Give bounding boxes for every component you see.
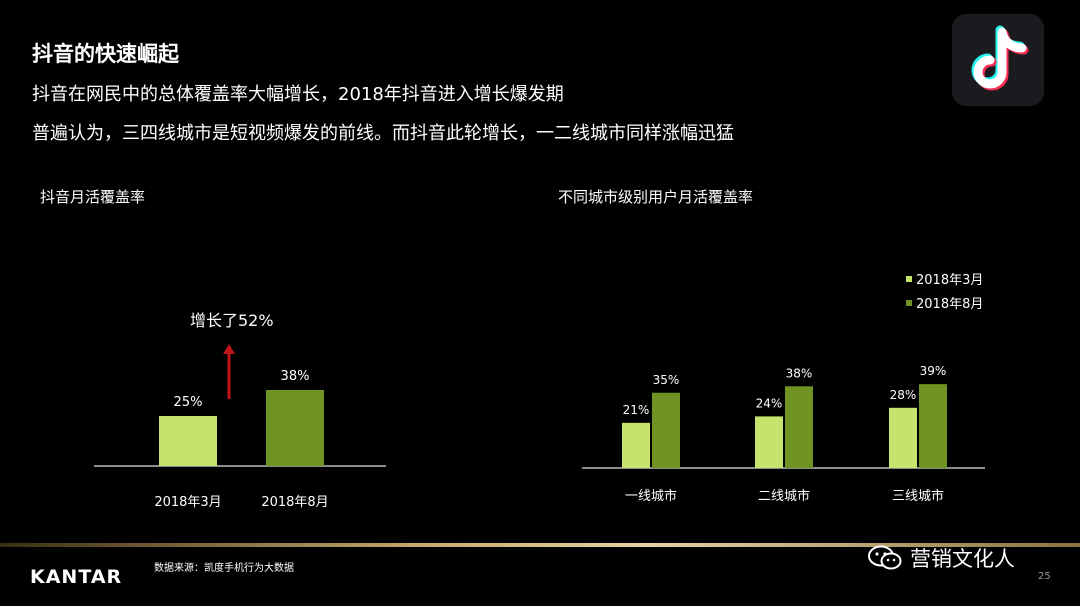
chart1-x-tick-2: 2018年8月 xyxy=(261,495,328,510)
chart2-legend-label-2: 2018年8月 xyxy=(916,297,983,312)
chart2-bar-s2-2 xyxy=(785,386,813,468)
kantar-logo: KANTAR xyxy=(30,566,123,588)
chart1-title: 抖音月活覆盖率 xyxy=(40,188,146,206)
page-title: 抖音的快速崛起 xyxy=(32,42,179,66)
footer-divider xyxy=(0,543,1080,547)
chart2-legend-label-1: 2018年3月 xyxy=(916,273,983,288)
subtitle-line-1: 抖音在网民中的总体覆盖率大幅增长，2018年抖音进入增长爆发期 xyxy=(32,84,564,105)
tiktok-note-icon xyxy=(971,25,1029,91)
chart2-bar-s2-3 xyxy=(919,384,947,468)
chart2-bar-s1-3 xyxy=(889,407,917,468)
page-number: 25 xyxy=(1038,571,1051,582)
chart1-bar-1 xyxy=(159,416,217,466)
chart2-legend-swatch-2 xyxy=(906,300,912,306)
chart2-title: 不同城市级别用户月活覆盖率 xyxy=(558,188,754,206)
chart2-x-tick-3: 三线城市 xyxy=(892,488,944,504)
wechat-icon xyxy=(868,545,902,570)
data-source: 数据来源：凯度手机行为大数据 xyxy=(154,563,294,574)
chart1-annotation: 增长了52% xyxy=(190,311,274,330)
chart1-growth-arrow-head xyxy=(223,344,235,354)
chart2-data-label-s1-2: 24% xyxy=(756,396,783,410)
chart2-data-label-s1-1: 21% xyxy=(623,403,650,417)
subtitle-line-2: 普遍认为，三四线城市是短视频爆发的前线。而抖音此轮增长，一二线城市同样涨幅迅猛 xyxy=(32,123,734,144)
chart1-x-tick-1: 2018年3月 xyxy=(154,495,221,510)
chart2-data-label-s1-3: 28% xyxy=(890,388,917,402)
tiktok-logo xyxy=(952,14,1044,106)
chart2-data-label-s2-3: 39% xyxy=(920,364,947,378)
wechat-account-name: 营销文化人 xyxy=(910,547,1015,571)
chart1-data-label-2: 38% xyxy=(281,369,310,384)
chart1: 25% 2018年3月 38% 2018年8月 增长了52% xyxy=(94,311,386,510)
chart2-bar-s2-1 xyxy=(652,392,680,468)
chart2-data-label-s2-2: 38% xyxy=(786,366,813,380)
wechat-watermark: 营销文化人 xyxy=(868,543,1015,573)
chart1-data-label-1: 25% xyxy=(174,395,203,410)
chart2-x-tick-2: 二线城市 xyxy=(758,488,810,504)
chart2-legend-swatch-1 xyxy=(906,276,912,282)
chart1-bar-2 xyxy=(266,390,324,466)
chart2: 21% 24% 28% 35% 38% 39% 一线城市 二线城市 三线城市 2018年3月 201… xyxy=(582,273,985,504)
chart2-x-tick-1: 一线城市 xyxy=(625,488,677,504)
chart2-data-label-s2-1: 35% xyxy=(653,373,680,387)
chart2-bar-s1-2 xyxy=(755,416,783,468)
chart2-bar-s1-1 xyxy=(622,422,650,468)
